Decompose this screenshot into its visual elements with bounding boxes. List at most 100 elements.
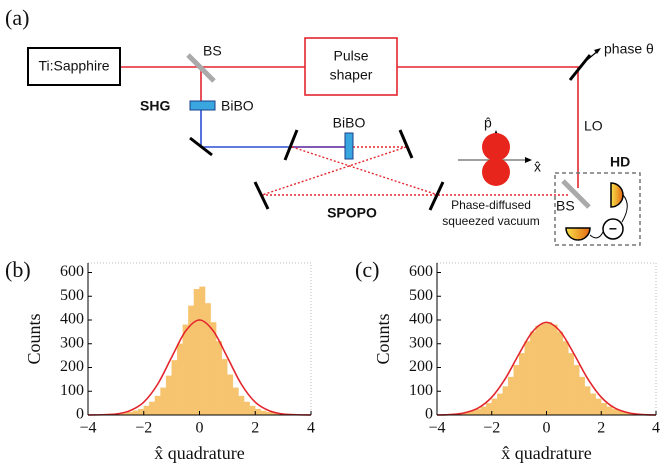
histogram-bar [154, 395, 161, 416]
y-tick-label: 0 [425, 406, 433, 423]
y-tick-label: 400 [60, 311, 84, 328]
histogram-bar [199, 286, 206, 416]
beam-splitter [561, 179, 591, 209]
y-axis-label: Counts [373, 313, 393, 364]
x-tick-label: 4 [652, 420, 660, 437]
histogram-bar [508, 376, 514, 416]
histogram-bar [249, 405, 256, 416]
output-label: squeezed vacuum [442, 214, 539, 228]
histogram-bar [255, 408, 261, 416]
y-tick-label: 200 [60, 358, 84, 375]
x-tick-label: −4 [79, 420, 96, 437]
histogram-bar [557, 331, 564, 416]
hd-box [554, 172, 641, 246]
histogram-bar [486, 402, 492, 416]
histogram-bar [524, 341, 531, 416]
mirror [568, 54, 592, 81]
y-tick-label: 100 [409, 382, 433, 399]
histogram-bar [143, 405, 150, 416]
x-tick-label: 2 [251, 420, 259, 437]
subtractor [602, 218, 624, 240]
beam-splitter [186, 53, 216, 83]
y-tick-label: 100 [60, 382, 84, 399]
histogram-bar [165, 375, 172, 416]
histogram-bar [590, 393, 596, 416]
panel-label: (a) [5, 5, 29, 30]
panel-label: (b) [5, 257, 31, 282]
hd-label: HD [610, 154, 630, 170]
histogram-bar [568, 353, 575, 416]
histogram-bar [232, 387, 239, 416]
mirror [283, 129, 299, 161]
fit-curve [87, 319, 312, 416]
histogram-bar [238, 395, 245, 416]
histogram-bar [562, 341, 569, 416]
mirror [428, 181, 445, 211]
y-tick-label: 400 [409, 311, 433, 328]
pulse-shaper-label: shaper [330, 67, 373, 83]
histogram-bar [480, 406, 487, 416]
crystal [344, 132, 354, 160]
histogram-bar [540, 323, 547, 416]
fit-curve [436, 321, 657, 416]
y-tick-label: 0 [76, 406, 84, 423]
x-axis-label: x̂ [534, 159, 541, 175]
output-label: Phase-diffused [451, 198, 531, 212]
bs-label: BS [203, 43, 222, 59]
detector [565, 227, 591, 241]
histogram-bar [210, 322, 217, 416]
x-tick-label: −4 [428, 420, 445, 437]
y-tick-label: 300 [60, 334, 84, 351]
histogram-bar [160, 387, 167, 416]
y-tick-label: 600 [60, 263, 84, 280]
x-axis-label: x̂ quadrature [154, 443, 244, 463]
lo-label: LO [584, 118, 603, 134]
bs-label: BS [556, 198, 575, 214]
histogram-bar [601, 402, 607, 416]
histogram-bar [546, 322, 553, 416]
histogram-bar [529, 331, 536, 416]
phase-space [458, 130, 532, 186]
x-tick-label: −2 [483, 420, 500, 437]
x-tick-label: 4 [307, 420, 315, 437]
y-tick-label: 600 [409, 263, 433, 280]
histogram-bar [535, 325, 542, 416]
histogram-bar [216, 341, 222, 416]
x-tick-label: 0 [543, 420, 551, 437]
wire [589, 194, 628, 239]
y-tick-label: 500 [409, 287, 433, 304]
shg-label: SHG [140, 98, 170, 114]
histogram-bar [243, 401, 250, 416]
spopo-label: SPOPO [327, 205, 377, 221]
histogram-bar [149, 401, 156, 416]
histogram-bar [584, 386, 591, 416]
laser-label: Ti:Sapphire [38, 58, 109, 74]
histogram-bar [595, 398, 602, 416]
y-axis-label: Counts [24, 313, 44, 364]
histogram-bar [227, 374, 234, 416]
p-axis-label: p̂ [484, 115, 492, 131]
y-tick-label: 500 [60, 287, 84, 304]
histogram-bar [132, 410, 139, 416]
mirror [253, 181, 270, 210]
phase-label: phase θ [604, 41, 654, 57]
x-axis-label: x̂ quadrature [501, 443, 591, 463]
histogram-bar [502, 386, 509, 416]
histogram-bar [606, 406, 613, 416]
histogram-bar [171, 360, 178, 416]
histogram-bar [551, 324, 558, 416]
histogram-bar [573, 364, 580, 416]
histogram-bar [138, 408, 144, 416]
histogram-bar [193, 288, 200, 416]
histogram-bar [518, 353, 525, 416]
y-tick-label: 300 [409, 334, 433, 351]
crystal [189, 100, 216, 111]
x-tick-label: 0 [196, 420, 204, 437]
mirror [189, 136, 213, 157]
pulse-shaper-box [304, 37, 398, 96]
histogram-bar [579, 376, 585, 416]
bibo-label: BiBO [221, 98, 254, 114]
mirror [398, 129, 414, 159]
histogram-bar [182, 324, 189, 416]
